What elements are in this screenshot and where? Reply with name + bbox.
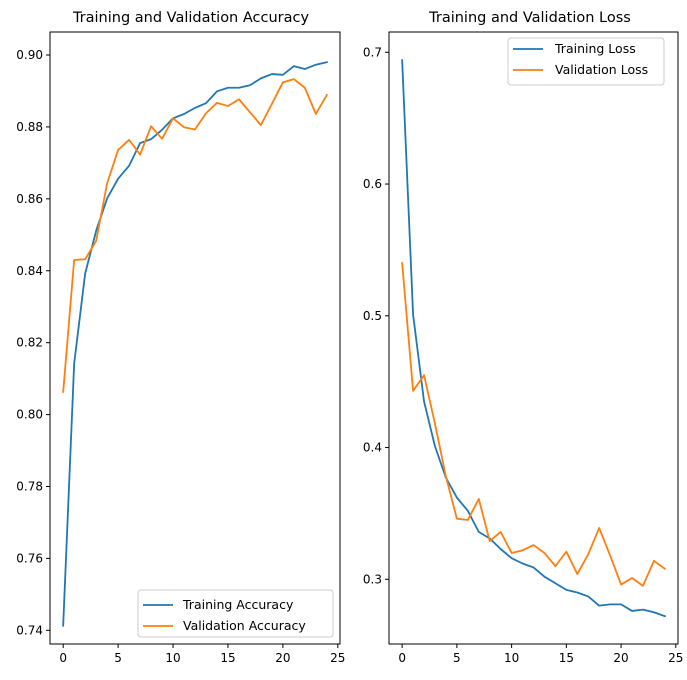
legend-label-validation-accuracy: Validation Accuracy: [183, 618, 306, 633]
y-axis: 0.74 0.76 0.78 0.80 0.82 0.84 0.86 0.88 0.90: [16, 48, 50, 637]
y-tick-label: 0.78: [16, 480, 43, 494]
chart-title: Training and Validation Accuracy: [72, 10, 310, 26]
x-tick-label: 10: [165, 651, 180, 665]
y-tick-label: 0.90: [16, 48, 43, 62]
x-tick-label: 20: [275, 651, 290, 665]
series-line-training-accuracy: [62, 61, 328, 627]
y-tick-label: 0.5: [363, 309, 382, 323]
plot-area-frame: [388, 31, 679, 645]
y-tick-label: 0.7: [363, 45, 382, 59]
legend: Training Loss Validation Loss: [507, 37, 665, 86]
y-tick-label: 0.76: [16, 551, 43, 565]
legend-label-training-accuracy: Training Accuracy: [182, 597, 294, 612]
x-tick-label: 5: [114, 651, 122, 665]
y-tick-label: 0.84: [16, 264, 43, 278]
x-axis: 0 5 10 15 20 25: [59, 644, 345, 665]
x-tick-label: 0: [59, 651, 67, 665]
y-tick-label: 0.4: [363, 441, 382, 455]
plot-area-frame: [49, 31, 341, 645]
x-tick-label: 5: [453, 651, 461, 665]
x-tick-label: 25: [330, 651, 345, 665]
x-tick-label: 15: [559, 651, 574, 665]
series-line-validation-accuracy: [62, 78, 329, 393]
chart-title: Training and Validation Loss: [428, 10, 631, 26]
y-axis: 0.3 0.4 0.5 0.6 0.7: [363, 45, 389, 586]
y-tick-label: 0.88: [16, 120, 43, 134]
series-line-training-loss: [401, 59, 667, 618]
x-tick-label: 0: [398, 651, 406, 665]
series-group: [62, 61, 329, 627]
loss-chart: Training and Validation Loss 0 5 10 15 20 25 …: [363, 10, 684, 665]
y-tick-label: 0.86: [16, 192, 43, 206]
series-line-validation-loss: [401, 262, 667, 587]
accuracy-chart: Training and Validation Accuracy 0 5 10 15 2…: [16, 10, 345, 665]
legend-label-validation-loss: Validation Loss: [555, 62, 648, 77]
series-group: [401, 59, 667, 618]
legend-box: [137, 589, 334, 638]
x-tick-label: 15: [220, 651, 235, 665]
legend-label-training-loss: Training Loss: [554, 41, 636, 56]
y-tick-label: 0.80: [16, 408, 43, 422]
legend-box: [507, 37, 665, 86]
x-tick-label: 25: [668, 651, 683, 665]
y-tick-label: 0.82: [16, 336, 43, 350]
y-tick-label: 0.6: [363, 177, 382, 191]
legend: Training Accuracy Validation Accuracy: [137, 589, 334, 638]
x-tick-label: 20: [613, 651, 628, 665]
x-axis: 0 5 10 15 20 25: [398, 644, 683, 665]
y-tick-label: 0.3: [363, 572, 382, 586]
y-tick-label: 0.74: [16, 623, 43, 637]
x-tick-label: 10: [504, 651, 519, 665]
